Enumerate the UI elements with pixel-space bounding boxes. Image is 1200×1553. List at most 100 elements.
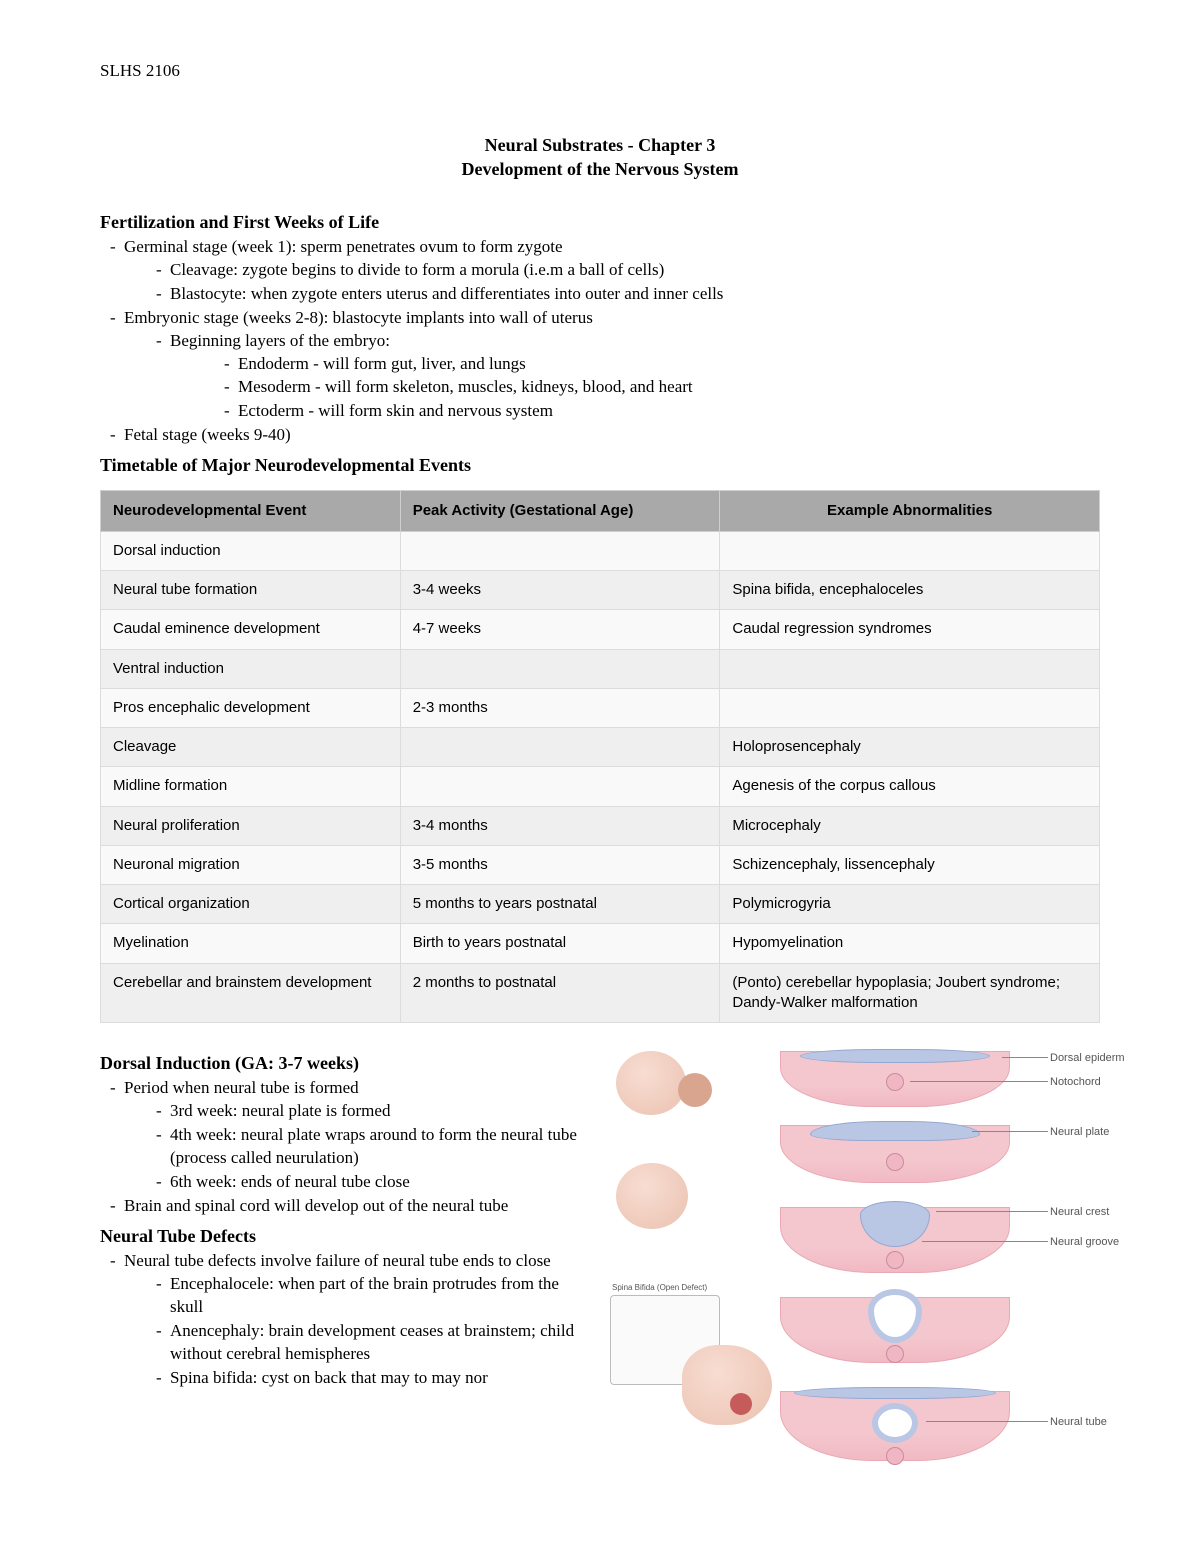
table-cell: 5 months to years postnatal — [400, 885, 720, 924]
list-text: Mesoderm - will form skeleton, muscles, … — [238, 377, 693, 396]
table-cell: Cortical organization — [101, 885, 401, 924]
table-cell: Dorsal induction — [101, 531, 401, 570]
list-text: Anencephaly: brain development ceases at… — [170, 1321, 574, 1363]
dorsal-epiderm-shape — [794, 1387, 996, 1399]
table-cell: (Ponto) cerebellar hypoplasia; Joubert s… — [720, 963, 1100, 1023]
table-row: Cerebellar and brainstem development2 mo… — [101, 963, 1100, 1023]
notochord-shape — [886, 1447, 904, 1465]
diagram-label: Dorsal epiderm — [1050, 1051, 1125, 1066]
baby-body-icon — [682, 1345, 772, 1425]
table-cell — [400, 728, 720, 767]
diagram-label: Notochord — [1050, 1075, 1101, 1090]
table-cell: Pros encephalic development — [101, 688, 401, 727]
list-text: Neural tube defects involve failure of n… — [124, 1251, 551, 1270]
baby-head-icon — [616, 1163, 688, 1229]
list-text: Brain and spinal cord will develop out o… — [124, 1196, 508, 1215]
table-header-row: Neurodevelopmental Event Peak Activity (… — [101, 490, 1100, 531]
notochord-shape — [886, 1153, 904, 1171]
leader-line — [972, 1131, 1048, 1132]
section-heading-dorsal-induction: Dorsal Induction (GA: 3-7 weeks) — [100, 1051, 590, 1075]
table-cell: Schizencephaly, lissencephaly — [720, 845, 1100, 884]
baby-bump-icon — [678, 1073, 712, 1107]
list-text: 3rd week: neural plate is formed — [170, 1101, 390, 1120]
list-text: Spina bifida: cyst on back that may to m… — [170, 1368, 488, 1387]
diagram-label: Neural crest — [1050, 1205, 1109, 1220]
list-item: Neural tube defects involve failure of n… — [100, 1250, 590, 1390]
list-item: Ectoderm - will form skin and nervous sy… — [170, 400, 1100, 423]
cyst-icon — [730, 1393, 752, 1415]
table-row: Pros encephalic development2-3 months — [101, 688, 1100, 727]
table-header: Neurodevelopmental Event — [101, 490, 401, 531]
table-row: MyelinationBirth to years postnatalHypom… — [101, 924, 1100, 963]
table-cell: Microcephaly — [720, 806, 1100, 845]
list-item: Anencephaly: brain development ceases at… — [124, 1320, 590, 1366]
table-cell: Spina bifida, encephaloceles — [720, 571, 1100, 610]
fertilization-list: Germinal stage (week 1): sperm penetrate… — [100, 236, 1100, 447]
table-cell: 3-4 weeks — [400, 571, 720, 610]
list-item: Endoderm - will form gut, liver, and lun… — [170, 353, 1100, 376]
title-line-1: Neural Substrates - Chapter 3 — [100, 133, 1100, 157]
table-cell: Birth to years postnatal — [400, 924, 720, 963]
list-item: Encephalocele: when part of the brain pr… — [124, 1273, 590, 1319]
table-cell — [720, 649, 1100, 688]
diagram-label: Neural plate — [1050, 1125, 1109, 1140]
course-code: SLHS 2106 — [100, 60, 1100, 83]
list-text: Encephalocele: when part of the brain pr… — [170, 1274, 559, 1316]
table-row: Dorsal induction — [101, 531, 1100, 570]
table-cell — [720, 531, 1100, 570]
table-cell: Cleavage — [101, 728, 401, 767]
diagram-label: Neural groove — [1050, 1235, 1119, 1250]
list-item: Period when neural tube is formed 3rd we… — [100, 1077, 590, 1194]
table-cell: Neuronal migration — [101, 845, 401, 884]
document-title: Neural Substrates - Chapter 3 Developmen… — [100, 133, 1100, 182]
notochord-shape — [886, 1251, 904, 1269]
list-text: Ectoderm - will form skin and nervous sy… — [238, 401, 553, 420]
table-row: Neural tube formation3-4 weeksSpina bifi… — [101, 571, 1100, 610]
list-item: Blastocyte: when zygote enters uterus an… — [124, 283, 1100, 306]
diagram-label: Neural tube — [1050, 1415, 1107, 1430]
neurodevelopment-table: Neurodevelopmental Event Peak Activity (… — [100, 490, 1100, 1024]
table-cell — [400, 531, 720, 570]
table-row: Ventral induction — [101, 649, 1100, 688]
table-cell: 2-3 months — [400, 688, 720, 727]
notochord-shape — [886, 1345, 904, 1363]
table-cell: Agenesis of the corpus callous — [720, 767, 1100, 806]
title-line-2: Development of the Nervous System — [100, 157, 1100, 181]
list-text: Embryonic stage (weeks 2-8): blastocyte … — [124, 308, 593, 327]
section-heading-neural-tube-defects: Neural Tube Defects — [100, 1224, 590, 1248]
leader-line — [922, 1241, 1048, 1242]
neurulation-diagram: Spina Bifida (Open Defect) Dorsal epider… — [610, 1045, 1100, 1475]
table-cell: Myelination — [101, 924, 401, 963]
table-cell: Neural tube formation — [101, 571, 401, 610]
table-cell — [720, 688, 1100, 727]
list-item: Beginning layers of the embryo: Endoderm… — [124, 330, 1100, 424]
list-item: Fetal stage (weeks 9-40) — [100, 424, 1100, 447]
table-row: Neural proliferation3-4 monthsMicrocepha… — [101, 806, 1100, 845]
diagram-caption: Spina Bifida (Open Defect) — [612, 1283, 707, 1294]
list-text: 6th week: ends of neural tube close — [170, 1172, 410, 1191]
table-cell: 3-4 months — [400, 806, 720, 845]
table-cell: Holoprosencephaly — [720, 728, 1100, 767]
baby-head-icon — [616, 1051, 686, 1115]
table-cell: 2 months to postnatal — [400, 963, 720, 1023]
list-item: 6th week: ends of neural tube close — [124, 1171, 590, 1194]
section-heading-timetable: Timetable of Major Neurodevelopmental Ev… — [100, 453, 1100, 477]
table-body: Dorsal induction Neural tube formation3-… — [101, 531, 1100, 1022]
table-cell: Caudal regression syndromes — [720, 610, 1100, 649]
table-cell: Hypomyelination — [720, 924, 1100, 963]
list-text: Cleavage: zygote begins to divide to for… — [170, 260, 664, 279]
list-item: Cleavage: zygote begins to divide to for… — [124, 259, 1100, 282]
table-cell: 4-7 weeks — [400, 610, 720, 649]
neural-tube-defects-list: Neural tube defects involve failure of n… — [100, 1250, 590, 1390]
table-cell: Ventral induction — [101, 649, 401, 688]
table-cell — [400, 649, 720, 688]
dorsal-induction-list: Period when neural tube is formed 3rd we… — [100, 1077, 590, 1218]
section-heading-fertilization: Fertilization and First Weeks of Life — [100, 210, 1100, 234]
table-row: Cortical organization5 months to years p… — [101, 885, 1100, 924]
list-item: 3rd week: neural plate is formed — [124, 1100, 590, 1123]
list-item: Brain and spinal cord will develop out o… — [100, 1195, 590, 1218]
list-text: Endoderm - will form gut, liver, and lun… — [238, 354, 526, 373]
neural-plate-shape — [810, 1121, 980, 1141]
list-item: Embryonic stage (weeks 2-8): blastocyte … — [100, 307, 1100, 424]
table-row: Midline formationAgenesis of the corpus … — [101, 767, 1100, 806]
